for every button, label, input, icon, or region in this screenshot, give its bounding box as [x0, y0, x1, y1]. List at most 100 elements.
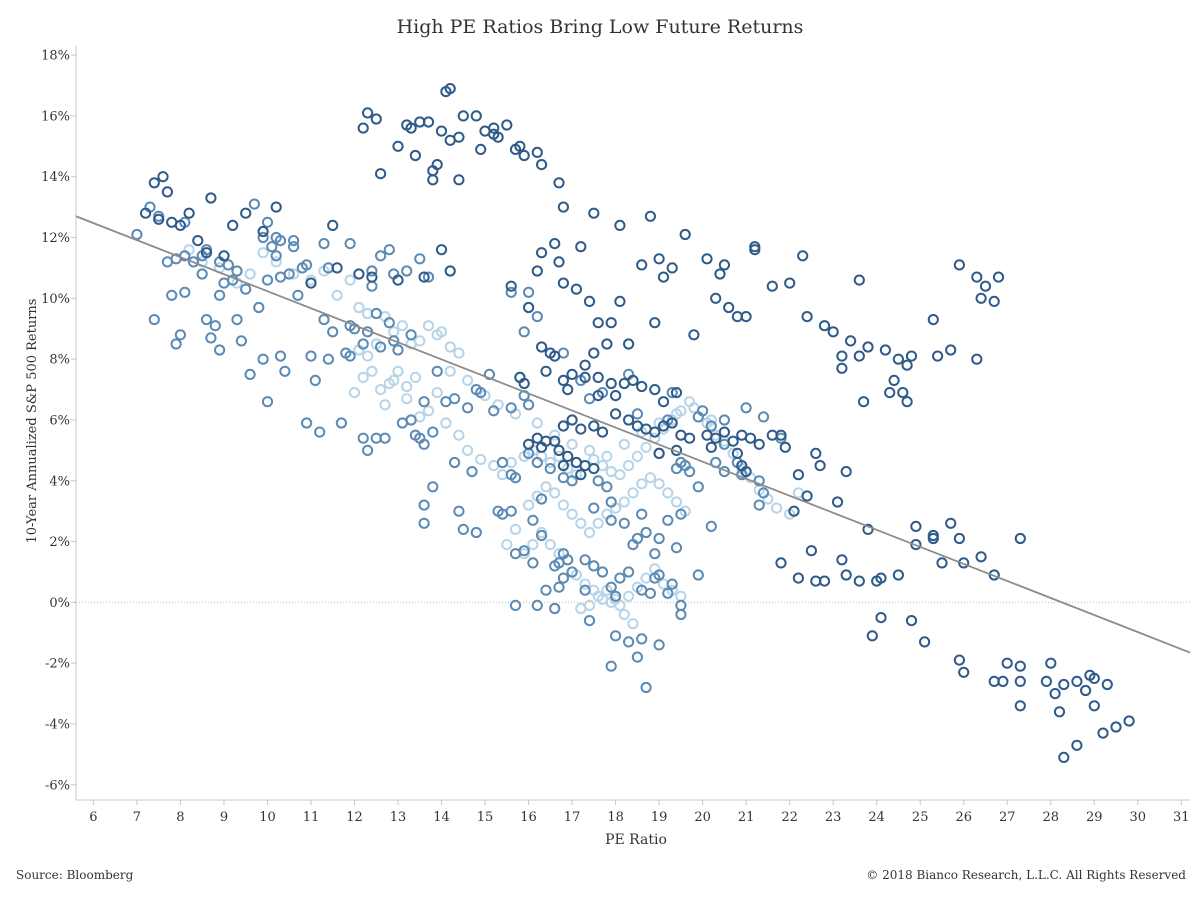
data-point-mid	[427, 426, 439, 438]
data-point-mid	[431, 365, 443, 377]
data-point-mid	[414, 253, 426, 265]
data-point-mid	[327, 326, 339, 338]
data-point-light	[392, 365, 404, 377]
data-point-dark	[488, 122, 500, 134]
data-point-dark	[1040, 675, 1053, 688]
data-point-mid	[636, 508, 648, 520]
data-point-mid	[675, 456, 687, 469]
data-point-dark	[531, 265, 543, 277]
data-point-dark	[366, 271, 378, 283]
data-point-light	[422, 405, 435, 417]
data-point-mid	[536, 529, 548, 542]
data-point-light	[362, 350, 374, 362]
data-point-dark	[200, 247, 213, 259]
data-point-light	[614, 469, 626, 481]
data-point-dark	[531, 146, 543, 158]
data-point-dark	[901, 359, 913, 371]
data-point-dark	[953, 654, 966, 666]
data-point-dark	[583, 295, 596, 307]
data-point-mid	[266, 241, 278, 253]
data-point-dark	[988, 295, 1000, 307]
data-point-mid	[631, 532, 644, 545]
data-point-dark	[884, 387, 896, 399]
data-point-dark	[927, 532, 939, 545]
data-point-mid	[362, 444, 374, 456]
data-point-light	[462, 444, 474, 456]
data-point-dark	[505, 280, 517, 292]
data-point-dark	[1080, 684, 1092, 697]
data-point-mid	[649, 572, 661, 584]
data-point-dark	[805, 545, 818, 557]
data-point-light	[727, 447, 739, 459]
x-tick-label: 26	[955, 810, 972, 825]
data-point-mid	[605, 581, 617, 593]
data-point-mid	[518, 326, 530, 338]
data-point-mid	[592, 475, 604, 487]
data-point-light	[549, 429, 561, 441]
data-point-dark	[523, 301, 535, 314]
data-point-light	[523, 499, 535, 511]
data-point-dark	[623, 414, 635, 426]
data-point-light	[414, 335, 426, 347]
data-point-mid	[557, 572, 570, 584]
data-point-light	[618, 496, 630, 508]
data-point-mid	[453, 505, 465, 517]
data-point-dark	[979, 280, 992, 292]
data-point-mid	[214, 344, 226, 356]
y-tick-label: 4%	[49, 474, 70, 489]
data-point-dark	[836, 554, 848, 566]
data-point-mid	[131, 228, 143, 241]
data-point-dark	[766, 280, 778, 292]
data-point-dark	[818, 320, 831, 332]
data-point-light	[544, 456, 556, 469]
data-point-dark	[1071, 675, 1083, 688]
data-point-dark	[801, 490, 813, 502]
data-point-dark	[536, 341, 548, 353]
data-point-mid	[270, 250, 282, 262]
data-point-mid	[231, 314, 243, 326]
data-point-mid	[261, 216, 274, 228]
data-point-light	[557, 499, 570, 511]
data-point-dark	[475, 143, 487, 155]
x-tick-label: 19	[651, 810, 668, 825]
data-point-dark	[444, 265, 456, 277]
data-point-light	[566, 438, 578, 450]
data-point-mid	[240, 283, 252, 295]
data-point-mid	[488, 405, 500, 417]
data-point-dark	[740, 311, 752, 323]
data-point-dark	[927, 314, 939, 326]
data-point-dark	[862, 341, 874, 353]
data-point-light	[670, 496, 683, 508]
data-point-light	[244, 268, 256, 280]
data-point-dark	[666, 262, 678, 274]
x-tick-label: 29	[1086, 810, 1103, 825]
data-point-dark	[910, 520, 922, 533]
data-point-dark	[531, 432, 543, 444]
data-point-dark	[540, 365, 552, 377]
data-point-dark	[588, 207, 600, 219]
data-point-mid	[753, 499, 765, 511]
data-point-light	[670, 408, 683, 420]
data-point-mid	[636, 633, 648, 645]
data-point-dark	[557, 374, 570, 386]
data-point-dark	[183, 207, 195, 219]
x-tick-label: 9	[220, 810, 228, 825]
data-point-dark	[910, 539, 922, 551]
data-point-mid	[357, 338, 369, 350]
data-point-mid	[509, 599, 522, 612]
data-point-dark	[331, 262, 343, 274]
y-tick-label: 18%	[41, 49, 70, 64]
data-point-mid	[335, 417, 347, 429]
data-point-dark	[879, 344, 892, 356]
data-point-light	[388, 326, 400, 338]
data-point-dark	[971, 353, 983, 365]
data-point-mid	[301, 259, 313, 271]
data-point-mid	[462, 402, 474, 414]
x-tick-label: 8	[176, 810, 184, 825]
y-tick-label: 10%	[41, 292, 70, 307]
data-point-dark	[353, 268, 365, 280]
data-point-light	[583, 444, 596, 456]
data-point-mid	[383, 244, 395, 256]
data-point-dark	[375, 168, 387, 180]
data-point-mid	[531, 599, 543, 612]
